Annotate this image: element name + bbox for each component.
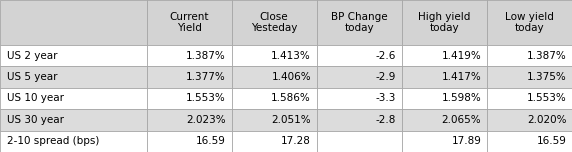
- Bar: [487, 0, 572, 45]
- Text: 1.387%: 1.387%: [186, 51, 226, 60]
- Text: 2.051%: 2.051%: [271, 115, 311, 125]
- Text: US 30 year: US 30 year: [7, 115, 64, 125]
- Bar: [0, 0, 146, 45]
- Text: BP Change
today: BP Change today: [331, 12, 388, 33]
- Bar: [146, 45, 232, 66]
- Bar: [232, 109, 317, 131]
- Bar: [146, 131, 232, 152]
- Bar: [402, 45, 487, 66]
- Bar: [487, 88, 572, 109]
- Bar: [146, 88, 232, 109]
- Bar: [232, 88, 317, 109]
- Bar: [232, 66, 317, 88]
- Bar: [0, 131, 146, 152]
- Bar: [317, 88, 402, 109]
- Text: US 5 year: US 5 year: [7, 72, 57, 82]
- Bar: [0, 45, 146, 66]
- Text: 1.553%: 1.553%: [527, 93, 566, 103]
- Text: -2.9: -2.9: [376, 72, 396, 82]
- Bar: [0, 88, 146, 109]
- Bar: [232, 45, 317, 66]
- Text: 1.387%: 1.387%: [527, 51, 566, 60]
- Bar: [146, 0, 232, 45]
- Text: 16.59: 16.59: [537, 136, 566, 146]
- Text: US 2 year: US 2 year: [7, 51, 57, 60]
- Bar: [402, 0, 487, 45]
- Text: Low yield
today: Low yield today: [505, 12, 554, 33]
- Text: 16.59: 16.59: [196, 136, 226, 146]
- Bar: [317, 45, 402, 66]
- Bar: [317, 131, 402, 152]
- Bar: [402, 131, 487, 152]
- Bar: [402, 109, 487, 131]
- Bar: [317, 66, 402, 88]
- Text: 17.89: 17.89: [451, 136, 481, 146]
- Bar: [487, 109, 572, 131]
- Text: -3.3: -3.3: [376, 93, 396, 103]
- Text: Current
Yield: Current Yield: [169, 12, 209, 33]
- Bar: [487, 45, 572, 66]
- Text: 17.28: 17.28: [281, 136, 311, 146]
- Bar: [402, 88, 487, 109]
- Bar: [146, 109, 232, 131]
- Text: 1.419%: 1.419%: [442, 51, 481, 60]
- Bar: [0, 109, 146, 131]
- Bar: [146, 66, 232, 88]
- Text: 1.598%: 1.598%: [442, 93, 481, 103]
- Text: 2.020%: 2.020%: [527, 115, 566, 125]
- Text: 1.417%: 1.417%: [442, 72, 481, 82]
- Text: 2.023%: 2.023%: [186, 115, 226, 125]
- Text: 2.065%: 2.065%: [442, 115, 481, 125]
- Bar: [487, 131, 572, 152]
- Text: 1.586%: 1.586%: [271, 93, 311, 103]
- Text: 1.413%: 1.413%: [271, 51, 311, 60]
- Bar: [232, 0, 317, 45]
- Bar: [487, 66, 572, 88]
- Text: -2.6: -2.6: [376, 51, 396, 60]
- Text: US 10 year: US 10 year: [7, 93, 64, 103]
- Bar: [232, 131, 317, 152]
- Bar: [317, 0, 402, 45]
- Text: -2.8: -2.8: [376, 115, 396, 125]
- Text: High yield
today: High yield today: [418, 12, 471, 33]
- Bar: [317, 109, 402, 131]
- Text: 1.375%: 1.375%: [527, 72, 566, 82]
- Bar: [402, 66, 487, 88]
- Text: 1.553%: 1.553%: [186, 93, 226, 103]
- Text: 1.377%: 1.377%: [186, 72, 226, 82]
- Text: 1.406%: 1.406%: [271, 72, 311, 82]
- Bar: [0, 66, 146, 88]
- Text: 2-10 spread (bps): 2-10 spread (bps): [7, 136, 99, 146]
- Text: Close
Yesteday: Close Yesteday: [251, 12, 297, 33]
